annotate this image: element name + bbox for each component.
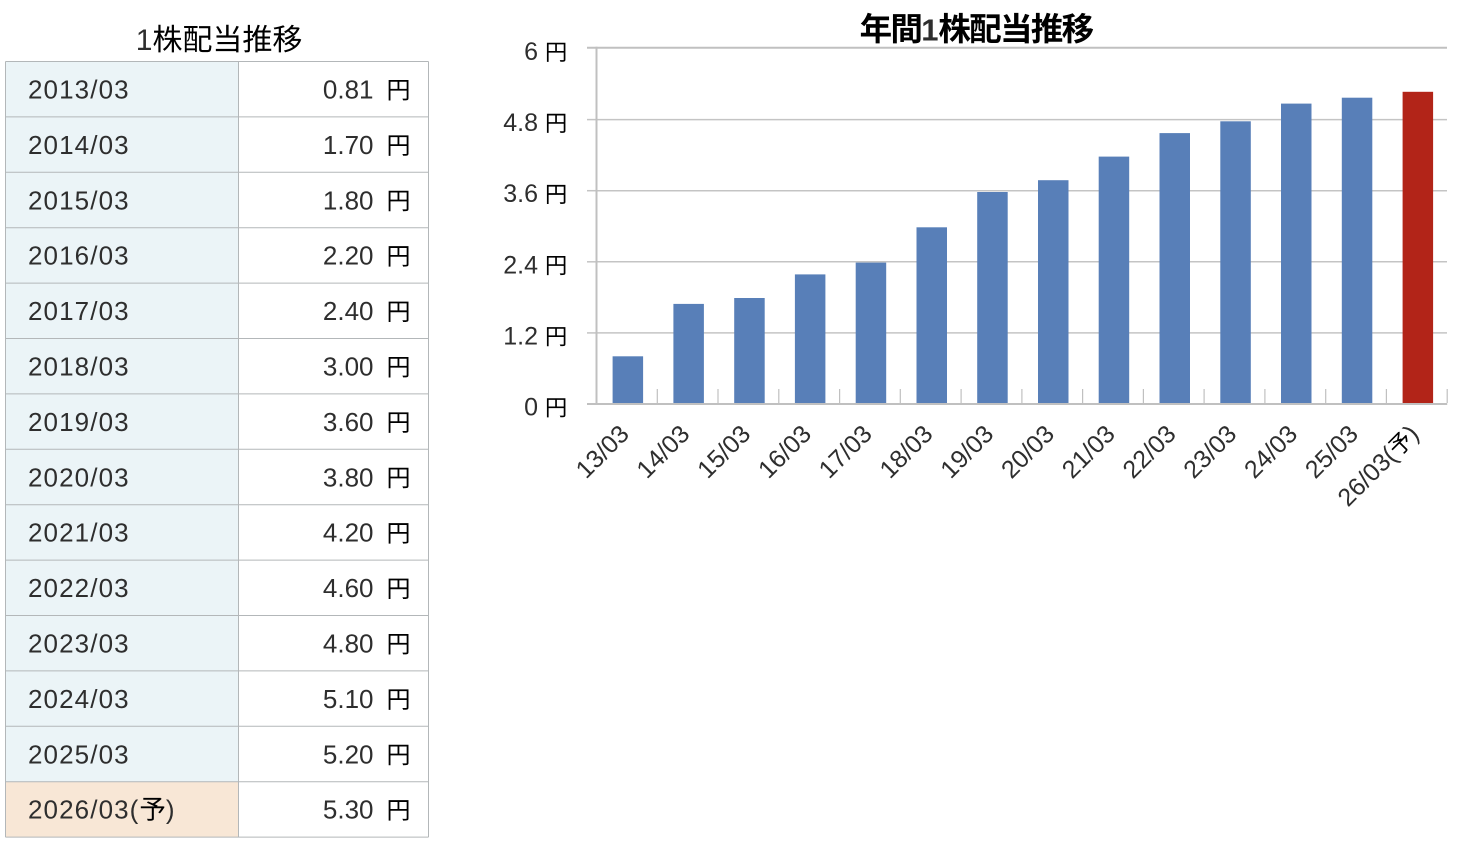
svg-text:2018/03: 2018/03	[28, 352, 130, 382]
svg-text:2.40: 2.40	[323, 296, 374, 326]
svg-text:2015/03: 2015/03	[28, 185, 130, 215]
svg-text:2016/03: 2016/03	[28, 241, 130, 271]
svg-text:2025/03: 2025/03	[28, 739, 130, 769]
svg-text:4.60: 4.60	[323, 573, 374, 603]
svg-text:1.80: 1.80	[323, 185, 374, 215]
svg-text:18/03: 18/03	[874, 420, 938, 484]
svg-text:17/03: 17/03	[814, 420, 878, 484]
svg-text:15/03: 15/03	[692, 420, 756, 484]
svg-text:3.60: 3.60	[323, 407, 374, 437]
svg-text:): )	[1399, 420, 1425, 446]
svg-text:20/03: 20/03	[996, 420, 1060, 484]
svg-text:4.8: 4.8	[503, 109, 538, 137]
svg-text:5.10: 5.10	[323, 684, 374, 714]
svg-text:2021/03: 2021/03	[28, 518, 130, 548]
svg-text:2026/03(: 2026/03(	[28, 795, 139, 825]
svg-text:5.20: 5.20	[323, 739, 374, 769]
svg-text:1.2: 1.2	[503, 322, 538, 350]
svg-text:2023/03: 2023/03	[28, 629, 130, 659]
svg-text:0.81: 0.81	[323, 75, 374, 105]
svg-text:1.70: 1.70	[323, 130, 374, 160]
svg-text:5.30: 5.30	[323, 795, 374, 825]
svg-text:2022/03: 2022/03	[28, 573, 130, 603]
svg-text:4.20: 4.20	[323, 518, 374, 548]
svg-text:24/03: 24/03	[1239, 420, 1303, 484]
svg-text:4.80: 4.80	[323, 629, 374, 659]
svg-text:1: 1	[136, 24, 153, 57]
svg-text:13/03: 13/03	[571, 420, 635, 484]
svg-text:6: 6	[524, 38, 538, 66]
svg-text:14/03: 14/03	[631, 420, 695, 484]
svg-text:2014/03: 2014/03	[28, 130, 130, 160]
svg-text:2.4: 2.4	[503, 251, 538, 279]
svg-text:16/03: 16/03	[753, 420, 817, 484]
svg-text:2020/03: 2020/03	[28, 462, 130, 492]
svg-text:3.6: 3.6	[503, 180, 538, 208]
svg-text:2019/03: 2019/03	[28, 407, 130, 437]
svg-text:21/03: 21/03	[1057, 420, 1121, 484]
svg-text:19/03: 19/03	[935, 420, 999, 484]
svg-text:2017/03: 2017/03	[28, 296, 130, 326]
svg-text:3.80: 3.80	[323, 462, 374, 492]
svg-text:3.00: 3.00	[323, 352, 374, 382]
svg-text:2013/03: 2013/03	[28, 75, 130, 105]
svg-text:23/03: 23/03	[1178, 420, 1242, 484]
svg-text:1: 1	[921, 13, 938, 48]
svg-text:2024/03: 2024/03	[28, 684, 130, 714]
svg-text:0: 0	[524, 394, 538, 422]
svg-text:): )	[166, 795, 175, 825]
svg-text:22/03: 22/03	[1118, 420, 1182, 484]
svg-text:2.20: 2.20	[323, 241, 374, 271]
